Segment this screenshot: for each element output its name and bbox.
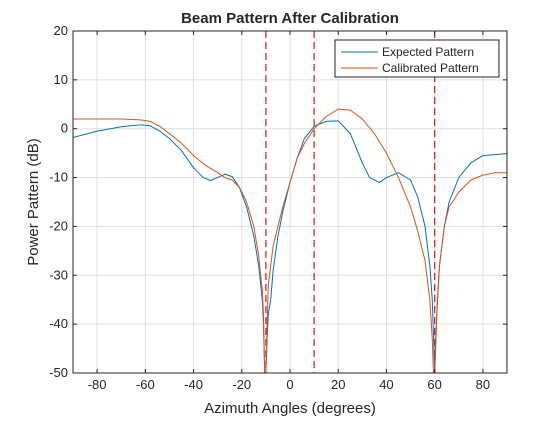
x-tick-label: 40: [379, 377, 393, 392]
y-tick-label: 0: [61, 121, 68, 136]
y-tick-label: -20: [49, 218, 68, 233]
x-tick-label: -40: [184, 377, 203, 392]
series-line-calibrated: [73, 108, 507, 373]
x-tick-label: 0: [286, 377, 293, 392]
x-tick-label: 60: [427, 377, 441, 392]
y-axis-label: Power Pattern (dB): [25, 138, 42, 266]
y-ticks: -50 -40 -30 -20 -10 0 10 20: [49, 23, 507, 380]
x-ticks: -80 -60 -40 -20 0 20 40 60 80: [88, 31, 490, 392]
series-layer: [73, 108, 507, 373]
x-axis-label: Azimuth Angles (degrees): [204, 400, 376, 417]
chart-title: Beam Pattern After Calibration: [181, 10, 399, 27]
legend-label-expected: Expected Pattern: [382, 45, 474, 59]
legend[interactable]: Expected Pattern Calibrated Pattern: [334, 39, 500, 78]
legend-label-calibrated: Calibrated Pattern: [382, 61, 479, 75]
x-tick-label: 80: [476, 377, 490, 392]
x-tick-label: -80: [88, 377, 107, 392]
y-tick-label: -10: [49, 170, 68, 185]
legend-box: [334, 39, 500, 78]
x-tick-label: -20: [232, 377, 251, 392]
y-tick-label: -30: [49, 267, 68, 282]
x-tick-label: 20: [331, 377, 345, 392]
y-tick-label: -50: [49, 365, 68, 380]
y-tick-label: -40: [49, 316, 68, 331]
y-tick-label: 20: [54, 23, 68, 38]
x-tick-label: -60: [136, 377, 155, 392]
y-tick-label: 10: [54, 72, 68, 87]
vertical-markers: [265, 31, 436, 373]
